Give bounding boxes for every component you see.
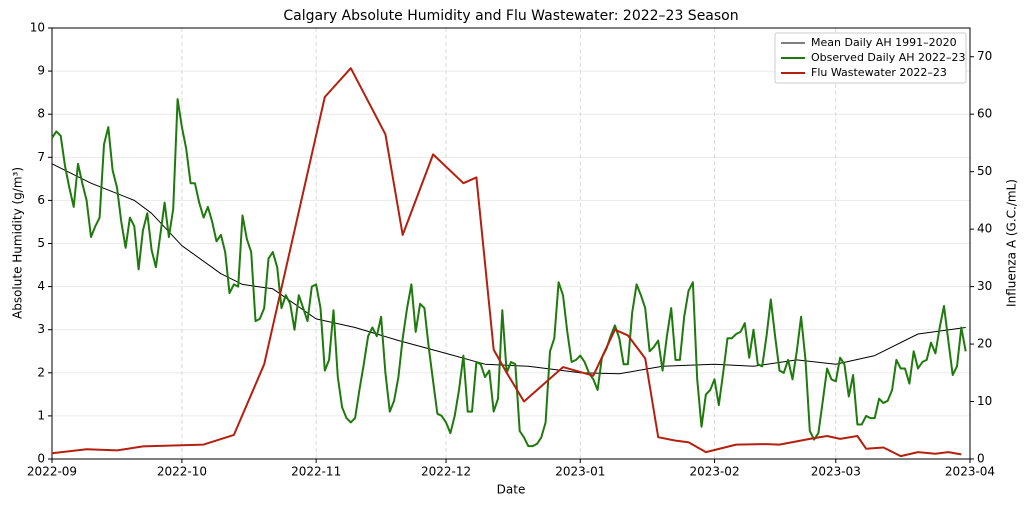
plot-frame	[51, 27, 971, 460]
y2-tick-label: 10	[977, 394, 992, 408]
y-tick-label: 4	[37, 279, 45, 293]
y-tick-label: 1	[37, 408, 45, 422]
x-tick-label: 2023-04	[945, 465, 995, 479]
y-axis-label: Absolute Humidity (g/m³)	[11, 167, 25, 319]
y-tick-label: 7	[37, 150, 45, 164]
line	[51, 163, 966, 375]
y-tick-label: 10	[30, 21, 45, 35]
x-tick-label: 2023-03	[811, 465, 861, 479]
legend-box	[774, 32, 967, 84]
chart-title: Calgary Absolute Humidity and Flu Wastew…	[283, 8, 738, 24]
legend-label: Flu Wastewater 2022–23	[811, 66, 947, 79]
y2-tick-label: 40	[977, 222, 992, 236]
legend-label: Mean Daily AH 1991–2020	[811, 36, 957, 49]
x-tick-label: 2023-01	[555, 465, 605, 479]
y-tick-label: 6	[37, 193, 45, 207]
line	[51, 67, 962, 458]
y-tick-label: 8	[37, 107, 45, 121]
y2-tick-label: 70	[977, 49, 992, 63]
y-tick-label: 2	[37, 365, 45, 379]
x-tick-label: 2022-11	[291, 465, 341, 479]
y2-tick-label: 20	[977, 337, 992, 351]
y2-tick-label: 50	[977, 164, 992, 178]
y-tick-label: 3	[37, 322, 45, 336]
x-tick-label: 2022-09	[27, 465, 77, 479]
y2-tick-label: 30	[977, 279, 992, 293]
y-tick-label: 0	[37, 452, 45, 466]
y2-tick-label: 0	[977, 452, 985, 466]
y-tick-label: 5	[37, 236, 45, 250]
y2-axis-label: Influenza A (G.C./mL)	[1005, 179, 1019, 307]
x-tick-label: 2022-12	[421, 465, 471, 479]
legend-label: Observed Daily AH 2022–23	[811, 51, 966, 64]
y-tick-label: 9	[37, 64, 45, 78]
line	[51, 98, 967, 448]
y2-tick-label: 60	[977, 107, 992, 121]
x-tick-label: 2023-02	[689, 465, 739, 479]
x-tick-label: 2022-10	[157, 465, 207, 479]
x-axis-label: Date	[497, 483, 526, 497]
